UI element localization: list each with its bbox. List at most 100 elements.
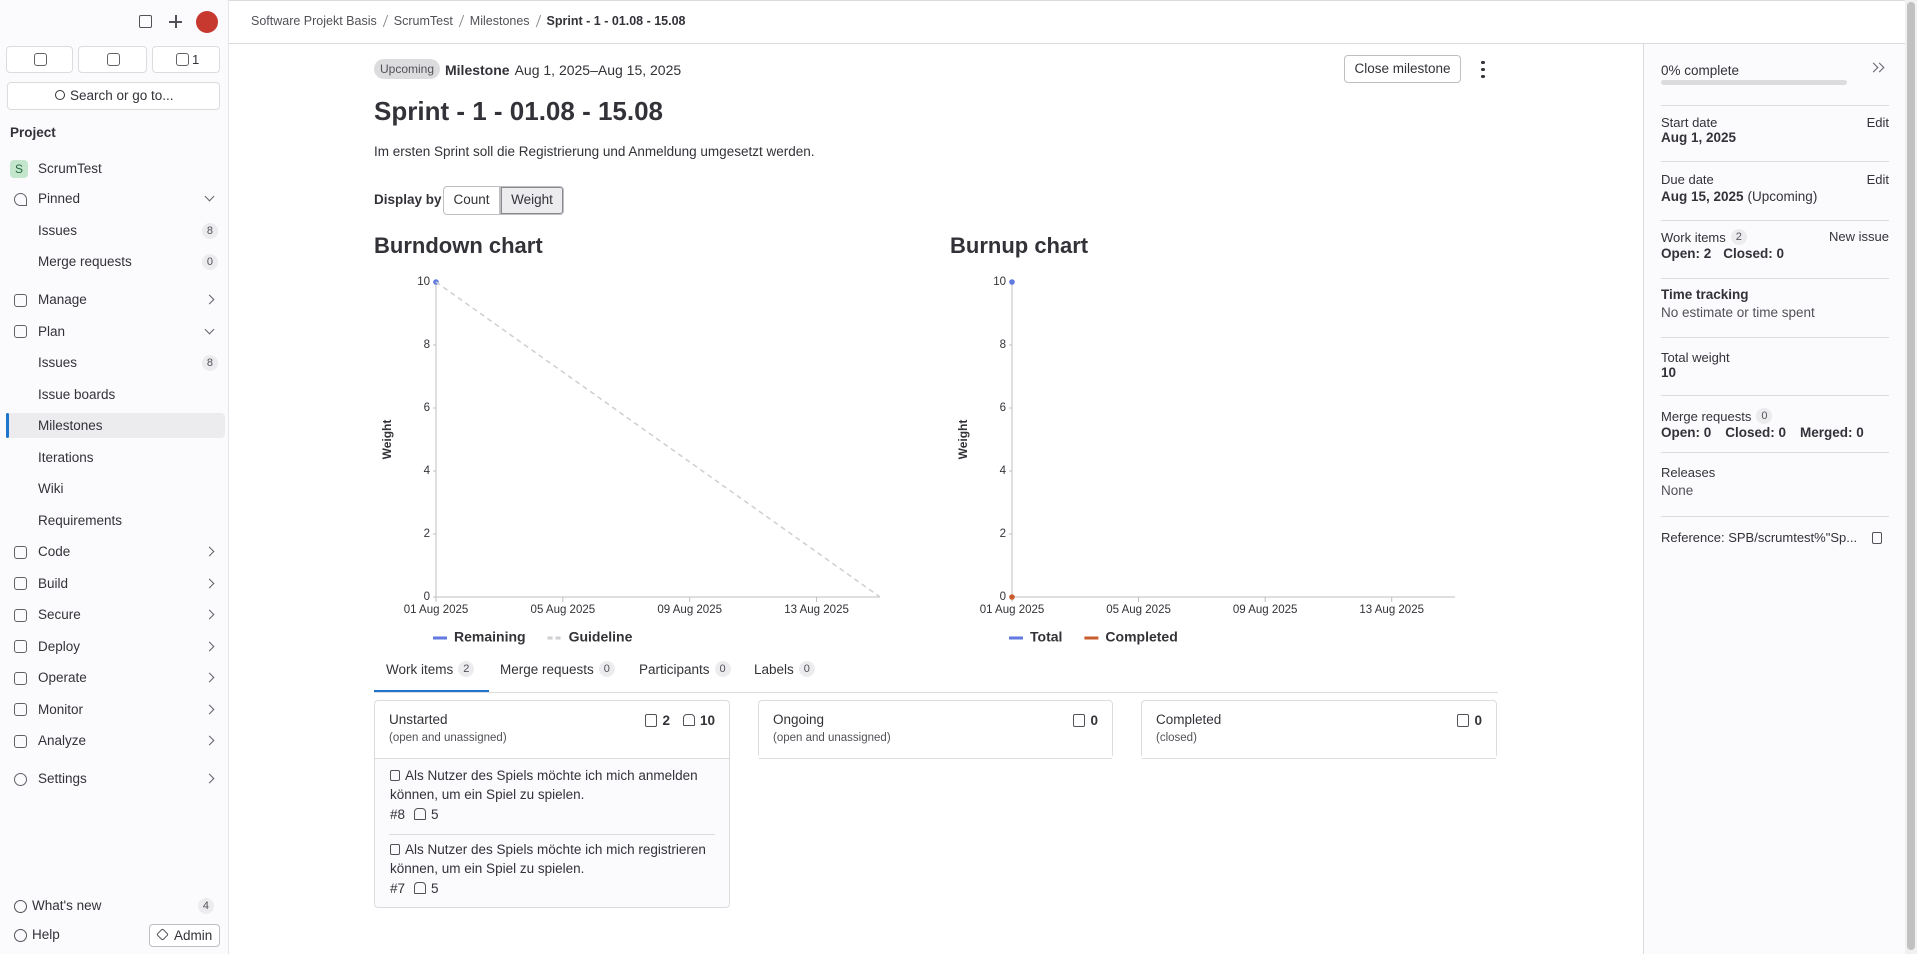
nav-item[interactable]: Operate <box>38 670 87 685</box>
toggle-button[interactable] <box>500 186 564 215</box>
item-title[interactable]: Als Nutzer des Spiels möchte ich mich re… <box>390 842 706 876</box>
detail-label: Work items 2 <box>1661 227 1747 247</box>
whats-new[interactable]: What's new <box>32 898 102 913</box>
separator <box>382 15 388 27</box>
breadcrumb: Software Projekt Basis ScrumTest Milestone… <box>251 11 686 31</box>
detail-value: None <box>1661 483 1694 498</box>
legend-label: Guideline <box>569 629 633 645</box>
avatar[interactable] <box>196 11 218 33</box>
milestone-meta: Milestone Aug 1, 2025–Aug 15, 2025 <box>445 60 681 80</box>
nav-item[interactable]: Merge requests <box>38 254 132 269</box>
nav-item[interactable]: Analyze <box>38 733 87 748</box>
detail-label: Merge requests 0 <box>1661 406 1773 426</box>
edit-link[interactable]: Edit <box>1866 172 1889 187</box>
nav-button[interactable] <box>6 46 73 73</box>
breadcrumb-item[interactable]: Software Projekt Basis <box>251 14 377 28</box>
y-tick-label: 6 <box>424 402 430 414</box>
nav-item[interactable]: Milestones <box>38 418 103 433</box>
issue-icon <box>1073 713 1086 727</box>
search-box[interactable] <box>7 82 220 110</box>
detail-value: Aug 1, 2025 <box>1661 130 1737 145</box>
nav-button[interactable] <box>78 46 147 73</box>
kebab-dot[interactable] <box>1481 60 1485 64</box>
icon <box>14 192 27 206</box>
nav-item[interactable]: Build <box>38 575 69 591</box>
icon <box>14 545 27 559</box>
column-title: Unstarted <box>389 712 448 727</box>
copy-icon[interactable] <box>1872 532 1882 544</box>
separator <box>1661 161 1889 162</box>
nav-item[interactable]: Monitor <box>38 701 84 717</box>
item-title[interactable]: Als Nutzer des Spiels möchte ich mich an… <box>390 768 698 802</box>
project-avatar <box>10 160 28 178</box>
nav-item[interactable]: Issues <box>38 223 78 238</box>
icon <box>14 293 27 307</box>
column-count: 0 <box>1090 712 1098 728</box>
nav-item[interactable]: Iterations <box>38 449 94 465</box>
nav-item[interactable]: Issue boards <box>38 386 116 402</box>
stat: Open: 0 <box>1661 424 1712 440</box>
data-point <box>1009 279 1015 285</box>
item-divider <box>389 834 715 835</box>
item-ref: #8 <box>390 806 406 822</box>
nav-item[interactable]: Issues <box>38 355 78 370</box>
x-tick-label: 09 Aug 2025 <box>657 604 722 616</box>
nav-item[interactable]: Manage <box>38 292 87 307</box>
tab[interactable]: Participants 0 <box>639 659 731 679</box>
toggle-label[interactable]: Count <box>453 192 490 207</box>
search-placeholder: Search or go to... <box>70 88 174 103</box>
sidebar-toggle[interactable] <box>139 15 152 28</box>
milestone-dates: Aug 1, 2025–Aug 15, 2025 <box>514 61 682 78</box>
status-badge: Upcoming <box>374 59 441 79</box>
toggle-label[interactable]: Weight <box>511 192 553 207</box>
y-tick-label: 0 <box>1000 591 1006 603</box>
breadcrumb-item[interactable]: ScrumTest <box>393 14 453 28</box>
nav-item[interactable]: Wiki <box>38 481 64 496</box>
nav-item[interactable]: Plan <box>38 323 66 339</box>
breadcrumb-item[interactable]: Sprint - 1 - 01.08 - 15.08 <box>546 14 686 28</box>
nav-button[interactable] <box>152 46 220 73</box>
tab-count: 0 <box>798 661 815 677</box>
column-count: 2 <box>662 712 670 728</box>
nav-group[interactable]: Pinned <box>38 191 81 206</box>
detail-label: Releases <box>1661 465 1716 480</box>
toggle-button[interactable] <box>443 186 500 215</box>
admin-button[interactable] <box>149 924 220 947</box>
project-name[interactable]: ScrumTest <box>38 161 102 176</box>
y-tick-label: 4 <box>424 465 431 477</box>
nav-item[interactable]: Settings <box>38 771 87 786</box>
issue-icon <box>390 770 400 781</box>
icon <box>14 703 27 716</box>
chart-title: Burnup chart <box>950 233 1089 258</box>
tab-label: Merge requests <box>500 661 594 677</box>
column-title: Ongoing <box>773 712 825 727</box>
count-badge: 0 <box>1756 408 1773 424</box>
stat: Open: 2 <box>1661 245 1712 261</box>
detail-label: Total weight <box>1661 350 1730 365</box>
icon <box>14 671 27 685</box>
tab[interactable]: Work items 2 <box>386 659 475 679</box>
tab[interactable]: Merge requests 0 <box>500 659 615 679</box>
breadcrumb-item[interactable]: Milestones <box>469 14 530 28</box>
icon <box>33 53 47 66</box>
tab[interactable]: Labels 0 <box>754 659 815 679</box>
nav-item[interactable]: Code <box>38 544 71 559</box>
count-badge: 0 <box>201 254 218 270</box>
edit-link[interactable]: Edit <box>1866 115 1889 130</box>
stat: Closed: 0 <box>1725 424 1787 440</box>
new-issue-link[interactable]: New issue <box>1829 229 1889 244</box>
nav-item[interactable]: Deploy <box>38 638 81 654</box>
nav-item[interactable]: Secure <box>38 607 81 622</box>
nav-item[interactable]: Requirements <box>38 512 123 528</box>
whats-new-icon <box>14 900 27 913</box>
help[interactable]: Help <box>32 927 60 942</box>
icon <box>14 325 27 338</box>
y-tick-label: 2 <box>424 528 430 540</box>
close-button[interactable] <box>1344 55 1461 83</box>
kebab-dot[interactable] <box>1481 67 1485 71</box>
detail-stats: Open: 0 Closed: 0 Merged: 0 <box>1661 422 1864 442</box>
kebab-dot[interactable] <box>1481 74 1485 78</box>
x-tick-label: 05 Aug 2025 <box>1106 604 1171 616</box>
icon <box>14 772 27 786</box>
close-button-label[interactable]: Close milestone <box>1354 61 1451 76</box>
